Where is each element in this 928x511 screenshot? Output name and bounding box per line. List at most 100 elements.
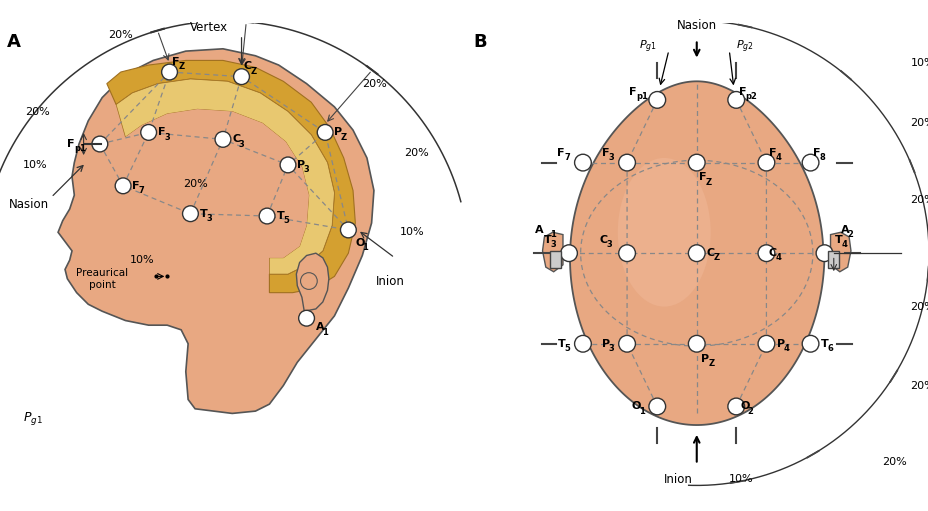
Text: F: F xyxy=(629,86,637,97)
Text: A: A xyxy=(840,225,848,235)
Circle shape xyxy=(141,125,156,141)
Text: 4: 4 xyxy=(782,344,789,353)
Circle shape xyxy=(618,335,635,352)
Text: T: T xyxy=(820,339,828,349)
Text: 3: 3 xyxy=(164,132,170,142)
Text: C: C xyxy=(706,248,715,258)
Circle shape xyxy=(574,154,590,171)
Text: 20%: 20% xyxy=(909,195,928,205)
Circle shape xyxy=(618,154,635,171)
Circle shape xyxy=(618,245,635,262)
Text: 20%: 20% xyxy=(882,457,907,467)
Circle shape xyxy=(648,398,664,415)
Text: 4: 4 xyxy=(841,240,846,249)
Polygon shape xyxy=(830,233,850,272)
Text: T: T xyxy=(200,208,207,219)
Bar xyxy=(828,251,839,268)
Text: Preaurical
point: Preaurical point xyxy=(76,268,128,290)
Text: 20%: 20% xyxy=(909,301,928,312)
Text: 4: 4 xyxy=(775,253,780,262)
Polygon shape xyxy=(296,253,329,311)
Text: 20%: 20% xyxy=(26,106,50,117)
Text: $\mathit{P}_{g2}$: $\mathit{P}_{g2}$ xyxy=(735,38,754,55)
Text: O: O xyxy=(740,402,750,411)
Circle shape xyxy=(802,335,818,352)
Text: Z: Z xyxy=(178,62,185,71)
Text: 2: 2 xyxy=(747,407,753,415)
Text: 3: 3 xyxy=(549,240,556,249)
Text: F: F xyxy=(738,86,745,97)
Text: Z: Z xyxy=(705,178,712,187)
Text: 20%: 20% xyxy=(404,148,429,158)
Text: C: C xyxy=(768,248,776,258)
Circle shape xyxy=(259,208,275,224)
Text: P: P xyxy=(601,339,609,349)
Text: Vertex: Vertex xyxy=(189,21,228,34)
Text: 20%: 20% xyxy=(183,178,207,189)
Text: Inion: Inion xyxy=(376,274,405,288)
Text: Inion: Inion xyxy=(663,473,692,486)
Text: 20%: 20% xyxy=(909,118,928,128)
Text: 20%: 20% xyxy=(909,381,928,390)
Text: 20%: 20% xyxy=(109,30,133,40)
Text: p2: p2 xyxy=(744,91,756,101)
Text: P: P xyxy=(334,127,342,137)
Circle shape xyxy=(757,245,774,262)
Text: 4: 4 xyxy=(775,153,780,162)
Text: 7: 7 xyxy=(139,186,145,195)
Circle shape xyxy=(574,335,590,352)
Polygon shape xyxy=(58,49,374,413)
Text: 20%: 20% xyxy=(362,79,387,88)
Polygon shape xyxy=(107,60,354,293)
Text: F: F xyxy=(133,181,140,191)
Text: B: B xyxy=(473,33,487,51)
Text: 10%: 10% xyxy=(728,474,754,484)
Text: 3: 3 xyxy=(608,344,613,353)
Text: F: F xyxy=(557,148,564,158)
Polygon shape xyxy=(116,79,334,274)
Text: P: P xyxy=(701,354,709,364)
Circle shape xyxy=(727,91,743,108)
Circle shape xyxy=(215,131,230,147)
Text: P: P xyxy=(297,160,305,170)
Text: A: A xyxy=(316,322,324,333)
Text: A: A xyxy=(535,225,543,235)
Text: T: T xyxy=(833,235,842,245)
Text: Z: Z xyxy=(251,66,256,76)
Text: 3: 3 xyxy=(605,240,612,249)
Circle shape xyxy=(340,222,356,238)
Text: 7: 7 xyxy=(564,153,570,162)
Polygon shape xyxy=(570,81,823,425)
Text: 8: 8 xyxy=(818,153,825,162)
Text: 6: 6 xyxy=(827,344,832,353)
Text: $\mathit{P}_{g1}$: $\mathit{P}_{g1}$ xyxy=(23,410,43,427)
Text: 1: 1 xyxy=(638,407,644,415)
Circle shape xyxy=(280,157,296,173)
Text: F: F xyxy=(812,148,819,158)
Text: $\mathit{P}_{g1}$: $\mathit{P}_{g1}$ xyxy=(638,38,657,55)
Text: F: F xyxy=(67,139,75,149)
Ellipse shape xyxy=(617,158,710,307)
Text: 1: 1 xyxy=(362,243,367,252)
Circle shape xyxy=(298,310,314,326)
Text: 3: 3 xyxy=(608,153,613,162)
Circle shape xyxy=(802,154,818,171)
Text: 5: 5 xyxy=(282,216,289,225)
Text: 10%: 10% xyxy=(909,58,928,68)
Text: 3: 3 xyxy=(206,214,212,223)
Text: 2: 2 xyxy=(846,230,853,239)
Polygon shape xyxy=(121,109,308,260)
Circle shape xyxy=(561,245,576,262)
Circle shape xyxy=(688,335,704,352)
Circle shape xyxy=(727,398,743,415)
Text: Nasion: Nasion xyxy=(9,198,49,211)
Text: Z: Z xyxy=(707,359,714,368)
Text: F: F xyxy=(698,173,706,182)
Text: T: T xyxy=(543,235,550,245)
Text: O: O xyxy=(631,402,640,411)
Text: F: F xyxy=(172,57,179,67)
Text: 1: 1 xyxy=(322,328,328,337)
Text: 3: 3 xyxy=(238,140,244,149)
Circle shape xyxy=(688,154,704,171)
Text: 10%: 10% xyxy=(23,160,48,170)
